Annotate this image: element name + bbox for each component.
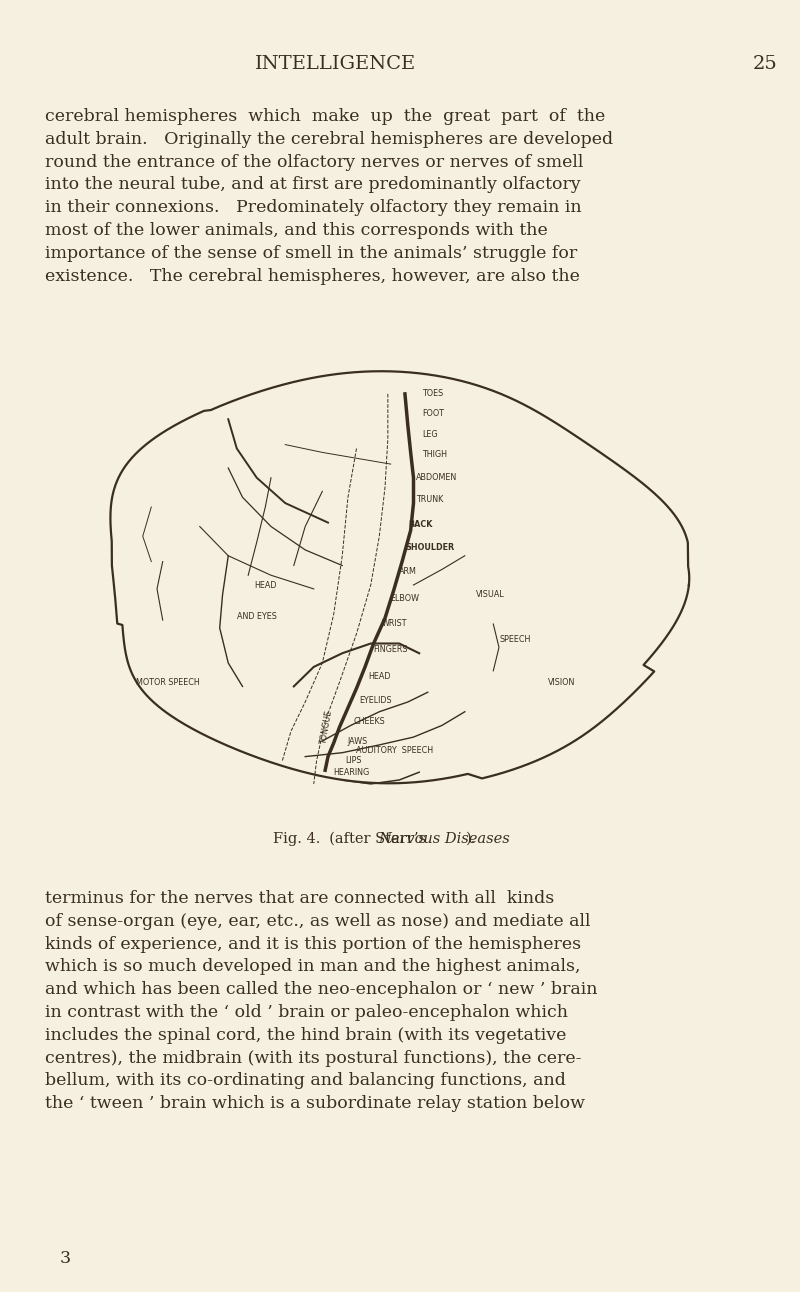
Text: THIGH: THIGH <box>422 450 447 459</box>
Text: terminus for the nerves that are connected with all  kinds: terminus for the nerves that are connect… <box>45 890 554 907</box>
Text: AUDITORY  SPEECH: AUDITORY SPEECH <box>357 747 434 756</box>
Text: cerebral hemispheres  which  make  up  the  great  part  of  the: cerebral hemispheres which make up the g… <box>45 109 606 125</box>
Text: HEARING: HEARING <box>334 767 370 776</box>
Text: (after Starr’s: (after Starr’s <box>320 832 430 846</box>
Text: most of the lower animals, and this corresponds with the: most of the lower animals, and this corr… <box>45 222 548 239</box>
Text: FOOT: FOOT <box>422 408 444 417</box>
Text: FINGERS: FINGERS <box>374 645 408 654</box>
Text: which is so much developed in man and the highest animals,: which is so much developed in man and th… <box>45 959 581 975</box>
Text: TRUNK: TRUNK <box>416 495 443 504</box>
Text: ELBOW: ELBOW <box>390 594 420 603</box>
Text: existence.   The cerebral hemispheres, however, are also the: existence. The cerebral hemispheres, how… <box>45 267 580 284</box>
Text: round the entrance of the olfactory nerves or nerves of smell: round the entrance of the olfactory nerv… <box>45 154 583 171</box>
Text: MOTOR SPEECH: MOTOR SPEECH <box>136 678 200 687</box>
Text: in their connexions.   Predominately olfactory they remain in: in their connexions. Predominately olfac… <box>45 199 582 216</box>
Text: Nervous Diseases: Nervous Diseases <box>378 832 510 846</box>
Text: HEAD: HEAD <box>254 580 277 589</box>
Text: VISION: VISION <box>547 678 575 687</box>
Text: LEG: LEG <box>422 430 438 439</box>
Text: SHOULDER: SHOULDER <box>405 544 454 553</box>
Text: WRIST: WRIST <box>382 619 408 628</box>
Text: 3: 3 <box>59 1249 70 1267</box>
Text: JAWS: JAWS <box>348 736 368 745</box>
Text: ).: ). <box>466 832 476 846</box>
Text: ARM: ARM <box>399 567 417 576</box>
Text: TOES: TOES <box>422 389 443 398</box>
Text: adult brain.   Originally the cerebral hemispheres are developed: adult brain. Originally the cerebral hem… <box>45 130 613 147</box>
Text: ABDOMEN: ABDOMEN <box>416 473 458 482</box>
Text: LIPS: LIPS <box>345 756 362 765</box>
Text: EYELIDS: EYELIDS <box>359 695 392 704</box>
Text: VISUAL: VISUAL <box>476 590 505 599</box>
Text: of sense-organ (eye, ear, etc., as well as nose) and mediate all: of sense-organ (eye, ear, etc., as well … <box>45 913 590 930</box>
Text: centres), the midbrain (with its postural functions), the cere-: centres), the midbrain (with its postura… <box>45 1049 582 1067</box>
Text: HEAD: HEAD <box>368 672 390 681</box>
Text: and which has been called the neo-encephalon or ‘ new ’ brain: and which has been called the neo-enceph… <box>45 981 598 999</box>
Text: the ‘ tween ’ brain which is a subordinate relay station below: the ‘ tween ’ brain which is a subordina… <box>45 1096 585 1112</box>
Text: SPEECH: SPEECH <box>499 636 530 645</box>
Text: importance of the sense of smell in the animals’ struggle for: importance of the sense of smell in the … <box>45 244 578 262</box>
Text: in contrast with the ‘ old ’ brain or paleo-encephalon which: in contrast with the ‘ old ’ brain or pa… <box>45 1004 568 1021</box>
Text: 25: 25 <box>753 56 778 74</box>
Text: kinds of experience, and it is this portion of the hemispheres: kinds of experience, and it is this port… <box>45 935 581 952</box>
Text: BACK: BACK <box>408 521 432 528</box>
Text: TONGUE: TONGUE <box>319 709 334 745</box>
Text: INTELLIGENCE: INTELLIGENCE <box>255 56 417 74</box>
Text: AND EYES: AND EYES <box>237 611 277 620</box>
Text: Fig. 4.: Fig. 4. <box>273 832 320 846</box>
Text: includes the spinal cord, the hind brain (with its vegetative: includes the spinal cord, the hind brain… <box>45 1027 566 1044</box>
Text: bellum, with its co-ordinating and balancing functions, and: bellum, with its co-ordinating and balan… <box>45 1072 566 1089</box>
Text: into the neural tube, and at first are predominantly olfactory: into the neural tube, and at first are p… <box>45 177 581 194</box>
Text: CHEEKS: CHEEKS <box>354 717 386 726</box>
